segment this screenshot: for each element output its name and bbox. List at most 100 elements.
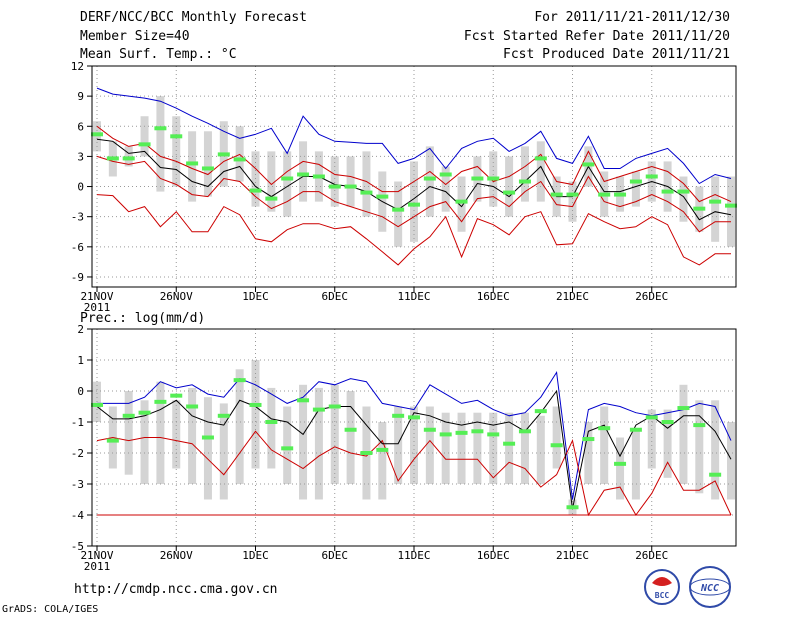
median-mark xyxy=(344,427,357,432)
spread-box xyxy=(362,151,371,217)
series-line-lower xyxy=(96,194,731,266)
median-mark xyxy=(408,415,420,420)
median-mark xyxy=(328,184,341,189)
median-mark xyxy=(91,402,103,407)
median-mark xyxy=(582,437,595,442)
spread-box xyxy=(505,156,514,217)
median-mark xyxy=(661,189,674,194)
y-tick-label: -2 xyxy=(71,447,84,460)
spread-box xyxy=(172,116,181,187)
member-size-label: Member Size=40 xyxy=(80,29,190,44)
median-mark xyxy=(709,199,722,204)
median-mark xyxy=(138,410,151,415)
median-mark xyxy=(138,142,151,147)
median-mark xyxy=(201,166,214,171)
median-mark xyxy=(550,192,563,197)
spread-box xyxy=(330,156,339,207)
x-tick-label: 26NOV xyxy=(160,549,193,562)
y-tick-label: -1 xyxy=(71,416,84,429)
x-tick-label: 26NOV xyxy=(160,290,193,303)
ncc-logo-orbit xyxy=(689,578,731,596)
source-url[interactable]: http://cmdp.ncc.cma.gov.cn xyxy=(74,582,278,597)
spread-box xyxy=(679,176,688,222)
spread-box xyxy=(552,406,561,469)
median-mark xyxy=(598,192,611,197)
spread-box xyxy=(505,412,514,484)
median-mark xyxy=(170,393,183,398)
y-tick-label: -9 xyxy=(71,271,84,284)
median-mark xyxy=(598,426,611,431)
spread-box xyxy=(172,400,181,469)
x-tick-label: 21NOV xyxy=(80,549,113,562)
median-mark xyxy=(233,157,246,162)
spread-box xyxy=(568,181,577,222)
median-mark xyxy=(297,398,310,403)
median-mark xyxy=(677,406,690,411)
median-mark xyxy=(439,432,452,437)
median-mark xyxy=(344,184,357,189)
spread-box xyxy=(647,409,656,469)
bcc-logo-text: BCC xyxy=(655,591,670,600)
median-mark xyxy=(122,413,135,418)
median-mark xyxy=(518,179,531,184)
median-mark xyxy=(408,202,420,207)
spread-box xyxy=(267,151,276,212)
median-mark xyxy=(328,404,341,409)
spread-box xyxy=(283,151,292,217)
spread-box xyxy=(631,171,640,207)
median-mark xyxy=(376,194,389,199)
y-tick-label: 1 xyxy=(77,354,84,367)
x-tick-label: 11DEC xyxy=(397,549,430,562)
median-mark xyxy=(154,126,167,131)
y-tick-label: 0 xyxy=(77,181,84,194)
x-tick-label: 26DEC xyxy=(635,549,668,562)
median-mark xyxy=(645,415,658,420)
y-tick-label: -5 xyxy=(71,540,84,553)
spread-box xyxy=(394,406,403,484)
forecast-period: For 2011/11/21-2011/12/30 xyxy=(534,10,730,25)
median-mark xyxy=(249,402,262,407)
spread-box xyxy=(663,409,672,478)
spread-box xyxy=(314,387,323,500)
median-mark xyxy=(661,420,674,424)
fcst-started-date: Fcst Started Refer Date 2011/11/20 xyxy=(463,29,730,44)
fcst-produced-date: Fcst Produced Date 2011/11/21 xyxy=(503,47,730,62)
x-tick-label: 11DEC xyxy=(397,290,430,303)
median-mark xyxy=(518,429,531,434)
series-line-mean xyxy=(96,389,732,509)
spread-box xyxy=(727,422,735,500)
x-tick-label: 26DEC xyxy=(635,290,668,303)
median-mark xyxy=(677,189,690,194)
ncc-logo-text: NCC xyxy=(700,583,719,594)
spread-box xyxy=(251,360,260,469)
series-line-lower xyxy=(96,430,732,517)
spread-box xyxy=(457,412,466,484)
median-mark xyxy=(122,156,135,161)
median-mark xyxy=(693,423,706,428)
median-mark xyxy=(106,156,119,161)
y-tick-label: 6 xyxy=(77,120,84,133)
median-mark xyxy=(725,203,737,208)
spread-box xyxy=(188,131,197,202)
median-mark xyxy=(709,472,722,477)
median-mark xyxy=(281,446,294,451)
y-tick-label: -4 xyxy=(71,509,85,522)
spread-box xyxy=(520,412,529,484)
spread-box xyxy=(140,400,149,484)
median-mark xyxy=(645,174,658,179)
x-tick-sublabel: 2011 xyxy=(84,301,111,314)
spread-box xyxy=(425,146,434,217)
bcc-logo-mark xyxy=(652,577,672,586)
x-tick-label: 1DEC xyxy=(242,549,269,562)
spread-box xyxy=(299,384,308,500)
spread-box xyxy=(679,384,688,484)
spread-box xyxy=(267,387,276,469)
spread-box xyxy=(219,403,228,500)
x-tick-label: 21DEC xyxy=(556,290,589,303)
series-line-upper xyxy=(96,87,732,185)
median-mark xyxy=(582,162,595,167)
median-mark xyxy=(629,427,642,432)
median-mark xyxy=(423,176,436,181)
